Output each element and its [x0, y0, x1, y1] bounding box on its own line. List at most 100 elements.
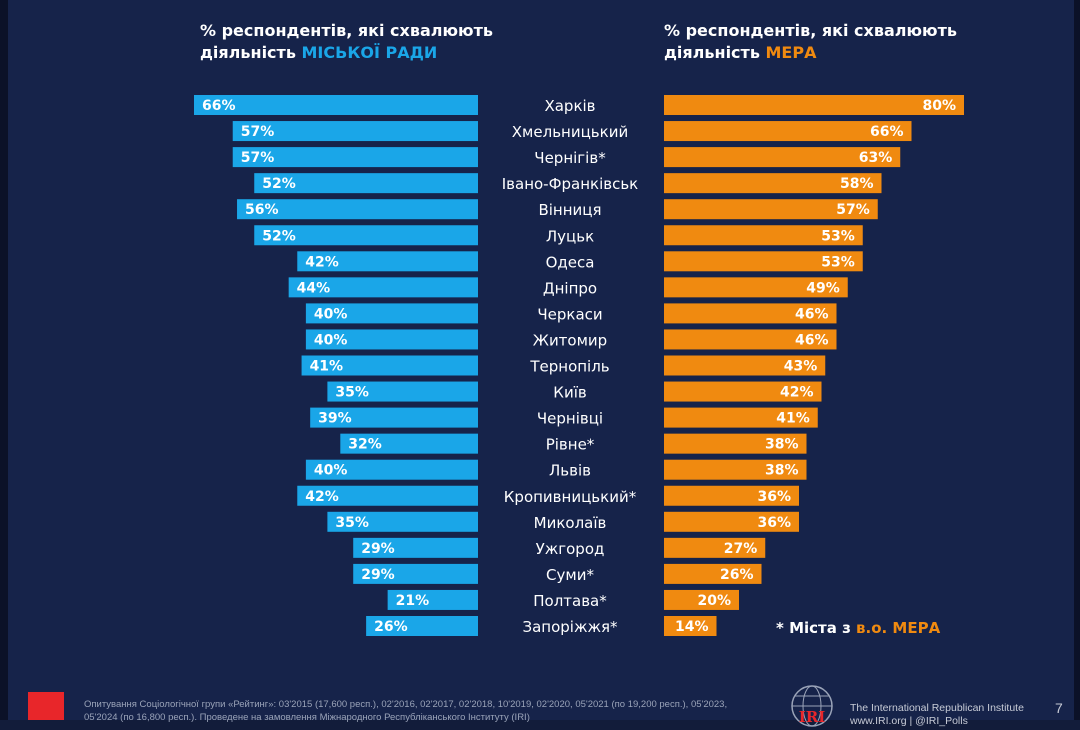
mayor-value-label: 46% — [795, 332, 829, 348]
council-bar — [310, 407, 478, 428]
council-bar — [297, 485, 478, 506]
council-value-label: 21% — [396, 593, 430, 609]
mayor-value-label: 38% — [765, 463, 799, 479]
council-value-label: 35% — [335, 385, 369, 401]
mayor-value-label: 80% — [922, 98, 956, 114]
mayor-value-label: 26% — [720, 567, 754, 583]
council-value-label: 29% — [361, 541, 395, 557]
council-value-label: 57% — [241, 124, 275, 140]
city-label: Харків — [544, 97, 595, 115]
city-label: Одеса — [546, 253, 595, 271]
council-bar — [327, 381, 478, 402]
council-bar — [232, 147, 478, 168]
city-label: Хмельницький — [512, 123, 628, 141]
iri-org-links: www.IRI.org | @IRI_Polls — [850, 715, 968, 727]
council-chart-heading: % респондентів, які схвалюють діяльність… — [200, 20, 500, 64]
mayor-chart-heading: % респондентів, які схвалюють діяльність… — [664, 20, 964, 64]
council-bar — [237, 199, 478, 220]
mayor-value-label: 46% — [795, 306, 829, 322]
mayor-bar — [664, 537, 766, 558]
mayor-heading-prefix: діяльність — [664, 43, 766, 62]
mayor-bar — [664, 121, 912, 142]
council-bar — [305, 459, 478, 480]
mayor-value-label: 20% — [697, 593, 731, 609]
city-label: Рівне* — [546, 436, 595, 454]
council-value-label: 44% — [297, 280, 331, 296]
city-label: Миколаїв — [534, 514, 607, 532]
mayor-bar — [664, 433, 807, 454]
mayor-bar — [664, 303, 837, 324]
mayor-value-label: 63% — [859, 150, 893, 166]
mayor-heading-line1: % респондентів, які схвалюють — [664, 21, 957, 40]
council-bar — [340, 433, 478, 454]
council-value-label: 35% — [335, 515, 369, 531]
city-label: Вінниця — [538, 201, 601, 219]
council-bar — [366, 616, 478, 636]
mayor-value-label: 57% — [836, 202, 870, 218]
council-value-label: 40% — [314, 306, 348, 322]
mayor-bar — [664, 459, 807, 480]
mayor-bar — [664, 173, 882, 194]
council-value-label: 42% — [305, 489, 339, 505]
city-label: Суми* — [546, 566, 594, 584]
council-value-label: 57% — [241, 150, 275, 166]
mayor-value-label: 49% — [806, 280, 840, 296]
mayor-bar — [664, 277, 848, 298]
council-value-label: 66% — [202, 98, 236, 114]
mayor-heading-line2: діяльність МЕРА — [664, 42, 964, 64]
council-bar — [297, 251, 478, 272]
council-value-label: 41% — [310, 359, 344, 375]
council-value-label: 26% — [374, 619, 408, 635]
note-prefix: * Міста з — [776, 619, 857, 637]
mayor-bar — [664, 147, 901, 168]
mayor-bar — [664, 199, 878, 220]
city-label: Запоріжжя* — [522, 618, 618, 636]
council-bar — [194, 95, 478, 115]
mayor-bar — [664, 251, 863, 272]
council-value-label: 39% — [318, 411, 352, 427]
city-label: Черкаси — [537, 305, 602, 323]
council-heading-line2: діяльність МІСЬКОЇ РАДИ — [200, 42, 500, 64]
council-value-label: 56% — [245, 202, 279, 218]
council-bar — [254, 225, 478, 246]
council-heading-prefix: діяльність — [200, 43, 302, 62]
council-bar — [353, 537, 478, 558]
mayor-value-label: 38% — [765, 437, 799, 453]
council-heading-accent: МІСЬКОЇ РАДИ — [301, 43, 438, 62]
source-note: Опитування Соціологічної групи «Рейтинг»… — [84, 698, 774, 724]
council-value-label: 52% — [262, 228, 296, 244]
acting-mayor-note: * Міста з в.о. МЕРА — [776, 619, 940, 637]
mayor-value-label: 66% — [870, 124, 904, 140]
council-value-label: 40% — [314, 463, 348, 479]
city-label: Чернівці — [537, 410, 603, 428]
mayor-bar — [664, 511, 799, 532]
city-label: Кропивницький* — [504, 488, 637, 506]
left-frame-edge — [0, 0, 8, 720]
mayor-value-label: 36% — [757, 489, 791, 505]
mayor-bar — [664, 355, 826, 376]
council-bar — [327, 511, 478, 532]
council-value-label: 42% — [305, 254, 339, 270]
iri-logo-text: IRI — [799, 708, 826, 726]
mayor-value-label: 27% — [724, 541, 758, 557]
council-value-label: 29% — [361, 567, 395, 583]
city-label: Житомир — [533, 331, 607, 349]
city-label: Івано-Франківськ — [502, 175, 639, 193]
mayor-value-label: 14% — [675, 619, 709, 635]
mayor-bar — [664, 407, 818, 428]
council-value-label: 32% — [348, 437, 382, 453]
mayor-bar — [664, 485, 799, 506]
mayor-value-label: 43% — [784, 359, 818, 375]
mayor-value-label: 53% — [821, 254, 855, 270]
mayor-bar — [664, 381, 822, 402]
city-label: Дніпро — [543, 279, 597, 297]
page-number: 7 — [1055, 700, 1063, 716]
council-bar — [353, 563, 478, 584]
city-label: Тернопіль — [529, 358, 609, 376]
council-bar — [301, 355, 478, 376]
mayor-value-label: 58% — [840, 176, 874, 192]
council-bar — [232, 121, 478, 142]
city-label: Львів — [549, 462, 591, 480]
mayor-heading-accent: МЕРА — [765, 43, 817, 62]
